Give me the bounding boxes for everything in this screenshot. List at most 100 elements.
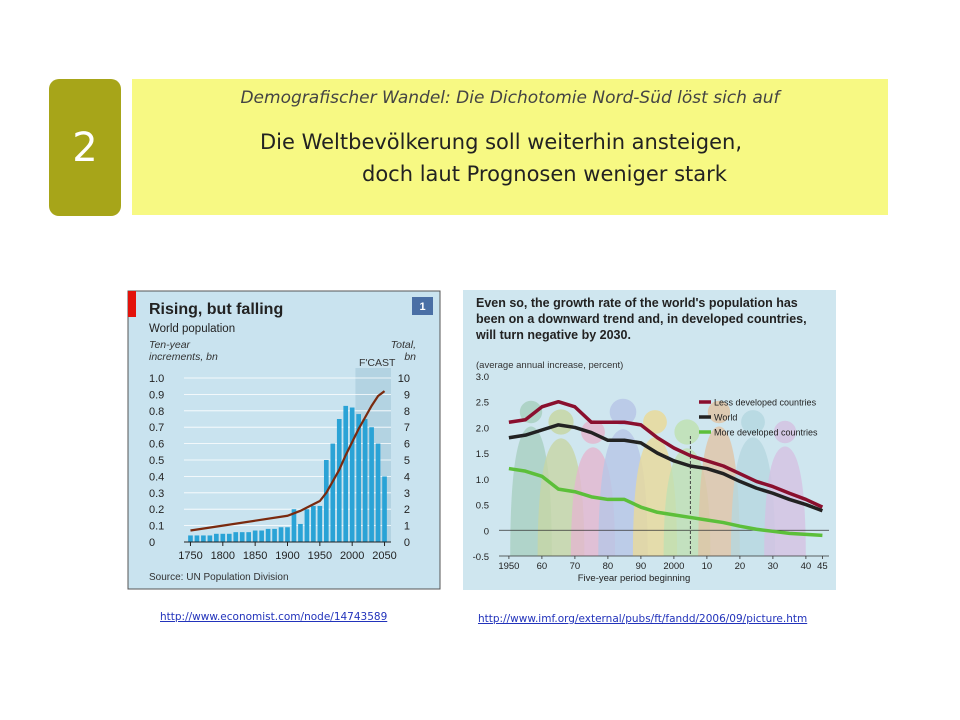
chart2-x-tick-label: 30 <box>768 561 779 572</box>
chart1-source: Source: UN Population Division <box>149 572 289 583</box>
chart1-y-left-tick: 0.5 <box>149 455 164 467</box>
forecast-label: F'CAST <box>359 357 396 369</box>
slide-title-line-1: Die Weltbevölkerung soll weiterhin anste… <box>260 130 743 154</box>
chart2-x-tick-label: 45 <box>817 561 828 572</box>
chart1-y-left-tick: 0.1 <box>149 521 164 533</box>
legend-label: World <box>714 413 737 423</box>
more-developed-line <box>508 466 823 538</box>
chart1-background <box>127 290 441 590</box>
population-increment-bar <box>252 530 258 542</box>
slide-header: Demografischer Wandel: Die Dichotomie No… <box>132 79 888 215</box>
chart1-x-tick-label: 1950 <box>308 550 332 562</box>
chart1-badge <box>412 297 433 315</box>
population-increment-bar <box>349 407 355 542</box>
population-increment-bar <box>336 419 342 542</box>
chart1-badge-number: 1 <box>419 301 425 313</box>
chart1-x-tick-label: 1900 <box>275 550 299 562</box>
chart2-y-tick-label: 0.5 <box>476 501 489 512</box>
slide-title-line-2: doch laut Prognosen weniger stark <box>362 162 727 186</box>
population-increment-bar <box>246 532 252 542</box>
population-increment-bar <box>298 523 303 542</box>
population-increment-bar <box>330 443 336 542</box>
chart1-y-right-tick: 4 <box>404 471 410 483</box>
slide-number-badge: 2 <box>49 79 121 216</box>
chart2-y-tick-label: 2.0 <box>476 423 489 434</box>
chart1-y-left-tick: 0.6 <box>149 439 164 451</box>
population-increment-bar <box>285 527 290 542</box>
chart2-x-tick-label: 80 <box>603 561 614 572</box>
growth-rate-chart: Even so, the growth rate of the world's … <box>463 290 836 590</box>
chart2-x-tick-label: 1950 <box>498 561 519 572</box>
chart2-unit-label: (average annual increase, percent) <box>476 360 623 371</box>
person-silhouette-head <box>707 400 731 424</box>
chart2-x-tick-label: 40 <box>801 561 812 572</box>
population-increment-bar <box>220 533 226 542</box>
chart1-right-axis-label: bn <box>404 351 416 363</box>
population-increment-bar <box>214 533 219 542</box>
world-line <box>508 423 824 513</box>
population-increment-bar <box>278 527 284 542</box>
chart1-y-right-tick: 6 <box>404 439 410 451</box>
chart1-y-right-tick: 7 <box>404 422 410 434</box>
population-increment-bar <box>343 405 349 542</box>
population-increment-bar <box>356 414 361 542</box>
total-population-line <box>190 390 386 532</box>
chart1-y-left-tick: 0.7 <box>149 422 164 434</box>
chart1-y-left-tick: 0.8 <box>149 406 164 418</box>
person-silhouette-head <box>643 410 667 434</box>
population-increment-bar <box>226 533 232 542</box>
legend-label: Less developed countries <box>714 398 817 408</box>
population-increment-bar <box>375 443 381 542</box>
chart1-y-right-tick: 0 <box>404 537 410 549</box>
population-increment-bar <box>233 532 239 542</box>
chart1-y-right-tick: 5 <box>404 455 410 467</box>
population-increment-bar <box>382 476 387 542</box>
person-silhouette-head <box>609 398 637 426</box>
chart1-y-right-tick: 9 <box>404 389 410 401</box>
chart1-y-left-tick: 1.0 <box>149 373 164 385</box>
chart1-x-tick-label: 1800 <box>211 550 235 562</box>
population-increment-bar <box>317 505 323 542</box>
chart2-y-tick-label: 2.5 <box>476 398 489 409</box>
chart2-y-tick-label: 0 <box>484 526 489 537</box>
chart1-y-right-tick: 8 <box>404 406 410 418</box>
population-increment-bar <box>259 530 264 542</box>
chart1-y-right-tick: 1 <box>404 521 410 533</box>
chart1-y-left-tick: 0.9 <box>149 389 164 401</box>
chart2-y-tick-label: 1.5 <box>476 449 489 460</box>
population-increment-bar <box>291 509 297 542</box>
legend-label: More developed countries <box>714 428 818 438</box>
chart1-y-left-tick: 0.2 <box>149 504 164 516</box>
chart1-y-right-tick: 10 <box>398 373 410 385</box>
person-silhouette-head <box>773 420 797 444</box>
chart1-title: Rising, but falling <box>149 301 283 318</box>
slide-subtitle: Demografischer Wandel: Die Dichotomie No… <box>240 88 780 108</box>
person-silhouette-head <box>741 410 765 434</box>
chart2-x-tick-label: 60 <box>537 561 548 572</box>
chart1-y-left-tick: 0.4 <box>149 471 164 483</box>
population-increment-bar <box>369 427 374 542</box>
slide-number: 2 <box>72 124 98 171</box>
chart2-y-tick-label: 1.0 <box>476 475 489 486</box>
chart1-x-tick-label: 1750 <box>178 550 202 562</box>
population-increment-bar <box>323 460 329 542</box>
population-increment-bar <box>207 535 213 542</box>
chart1-y-right-tick: 3 <box>404 488 410 500</box>
chart1-y-left-tick: 0.3 <box>149 488 164 500</box>
chart2-title-line: will turn negative by 2030. <box>475 328 631 342</box>
population-increment-bar <box>239 532 245 542</box>
chart2-title-line: been on a downward trend and, in develop… <box>476 312 807 326</box>
population-increment-bar <box>272 528 277 542</box>
chart2-y-tick-label: 3.0 <box>476 372 489 383</box>
chart2-title-line: Even so, the growth rate of the world's … <box>476 296 798 310</box>
less-developed-line <box>508 399 824 509</box>
chart1-right-axis-label: Total, <box>391 339 416 351</box>
imf-source-link[interactable]: http://www.imf.org/external/pubs/ft/fand… <box>478 613 808 625</box>
economist-source-link[interactable]: http://www.economist.com/node/14743589 <box>160 611 388 623</box>
population-increment-bar <box>304 509 310 542</box>
population-chart: Rising, but falling World population 1 Ten-… <box>127 290 441 590</box>
chart2-x-tick-label: 90 <box>636 561 647 572</box>
chart1-left-axis-label: Ten-year <box>149 339 191 351</box>
chart2-x-tick-label: 10 <box>702 561 713 572</box>
population-increment-bar <box>201 535 206 542</box>
